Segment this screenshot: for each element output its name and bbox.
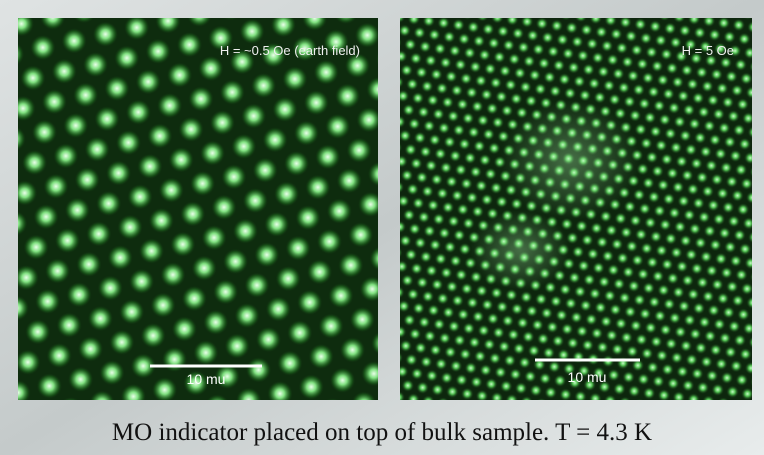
left-panel: H = ~0.5 Oe (earth field) 10 mu [18,18,378,400]
figure: H = ~0.5 Oe (earth field) 10 mu H = 5 Oe… [0,0,764,455]
vortex-lattice [18,18,378,400]
field-label: H = 5 Oe [682,43,734,58]
caption: MO indicator placed on top of bulk sampl… [112,419,652,446]
bright-region [470,210,570,290]
scale-label: 10 mu [187,371,226,387]
field-label: H = ~0.5 Oe (earth field) [220,43,360,58]
bright-region [500,100,640,220]
right-panel: H = 5 Oe 10 mu [400,18,752,400]
scale-label: 10 mu [568,369,607,385]
